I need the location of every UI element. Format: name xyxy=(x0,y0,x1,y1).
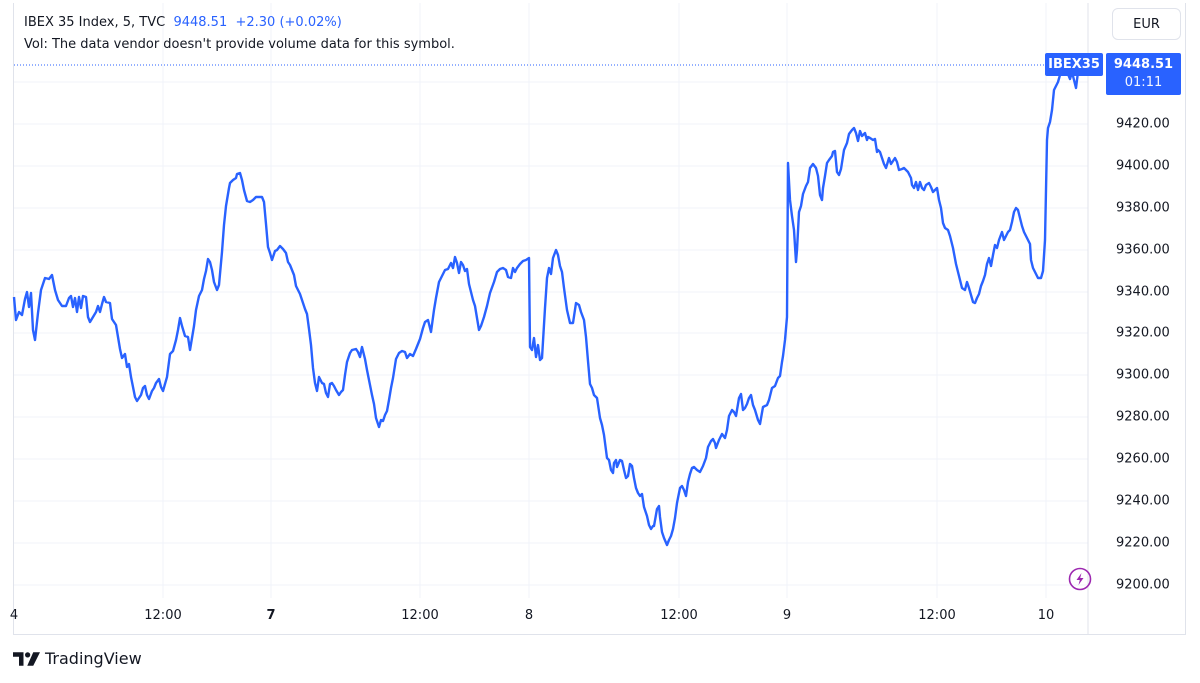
bar-countdown: 01:11 xyxy=(1124,75,1163,90)
time-tick-label: 12:00 xyxy=(918,608,956,623)
price-tick-label: 9220.00 xyxy=(1116,535,1170,551)
price-tick-label: 9240.00 xyxy=(1116,493,1170,509)
price-tick-label: 9320.00 xyxy=(1116,325,1170,341)
price-tick-label: 9260.00 xyxy=(1116,451,1170,467)
price-line-series xyxy=(12,65,1082,547)
last-price-value: 9448.51 xyxy=(173,15,228,30)
time-tick-label: 12:00 xyxy=(144,608,182,623)
time-tick-label: 7 xyxy=(266,608,276,623)
price-tick-label: 9360.00 xyxy=(1116,242,1170,258)
price-tick-label: 9400.00 xyxy=(1116,158,1170,174)
lightning-bolt-icon[interactable] xyxy=(1068,567,1092,591)
vertical-gridlines xyxy=(162,3,1047,598)
horizontal-gridlines xyxy=(14,81,1088,586)
time-tick-label: 10 xyxy=(1037,608,1055,623)
price-change: +2.30 (+0.02%) xyxy=(235,15,342,30)
time-tick-label: 9 xyxy=(782,608,792,623)
currency-button[interactable]: EUR xyxy=(1112,8,1181,40)
price-tick-label: 9340.00 xyxy=(1116,284,1170,300)
price-tick-label: 9380.00 xyxy=(1116,200,1170,216)
time-tick-label: 12:00 xyxy=(660,608,698,623)
time-tick-label: 4 xyxy=(9,608,19,623)
time-tick-label: 8 xyxy=(524,608,534,623)
price-tick-label: 9420.00 xyxy=(1116,116,1170,132)
volume-note: Vol: The data vendor doesn't provide vol… xyxy=(24,37,455,52)
symbol-row: IBEX 35 Index, 5, TVC 9448.51 +2.30 (+0.… xyxy=(24,12,455,34)
price-tick-label: 9300.00 xyxy=(1116,367,1170,383)
price-tick-label: 9280.00 xyxy=(1116,409,1170,425)
tradingview-logo-icon xyxy=(13,651,40,666)
time-tick-label: 12:00 xyxy=(401,608,439,623)
chart-legend: IBEX 35 Index, 5, TVC 9448.51 +2.30 (+0.… xyxy=(24,12,455,56)
last-price-tag-value: 9448.51 xyxy=(1113,57,1174,72)
tradingview-branding[interactable]: TradingView xyxy=(13,649,142,668)
brand-name: TradingView xyxy=(45,649,142,668)
last-price-tag: 9448.51 01:11 xyxy=(1106,53,1181,95)
price-tick-label: 9200.00 xyxy=(1116,577,1170,593)
chart-frame xyxy=(13,3,1186,635)
symbol-price-tag: IBEX35 xyxy=(1045,53,1103,76)
symbol-title[interactable]: IBEX 35 Index, 5, TVC xyxy=(24,15,166,30)
